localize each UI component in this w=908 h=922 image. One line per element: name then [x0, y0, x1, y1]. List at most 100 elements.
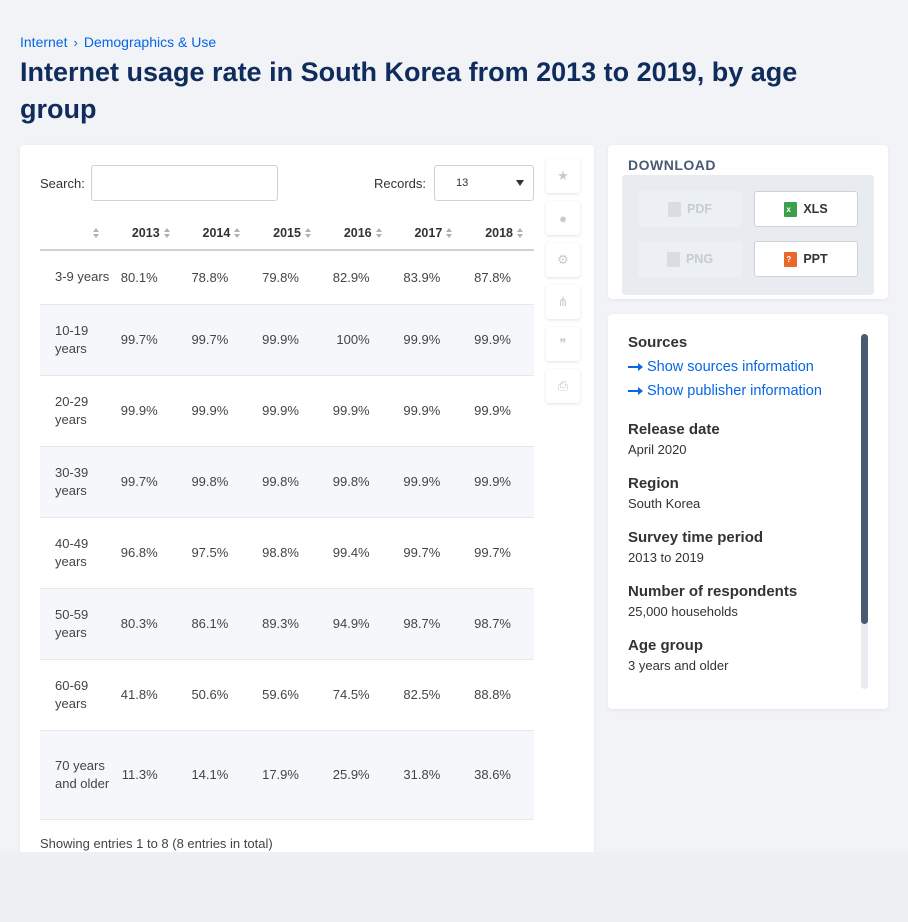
column-header-2013[interactable]: 2013 — [110, 217, 181, 251]
table-row: 20-29 years 99.9% 99.9% 99.9% 99.9% 99.9… — [40, 375, 534, 447]
gear-icon: ⚙ — [557, 252, 569, 267]
table-cell: 94.9% — [321, 588, 393, 660]
table-cell: 83.9% — [392, 250, 464, 305]
download-options: PDF x XLS PNG ? PPT — [622, 175, 874, 295]
table-cell: 17.9% — [251, 730, 322, 820]
table-row: 30-39 years 99.7% 99.8% 99.8% 99.8% 99.9… — [40, 446, 534, 518]
caret-down-icon — [516, 180, 524, 186]
breadcrumb-demographics[interactable]: Demographics & Use — [83, 34, 217, 50]
table-cell: 99.4% — [321, 517, 393, 589]
table-cell: 99.7% — [463, 517, 534, 589]
settings-button[interactable]: ⚙ — [546, 243, 580, 277]
table-cell: 100% — [321, 304, 393, 376]
download-ppt-button[interactable]: ? PPT — [754, 241, 858, 277]
row-label: 60-69 years — [40, 659, 110, 731]
column-header-2017[interactable]: 2017 — [392, 217, 464, 251]
table-row: 70 years and older 11.3% 14.1% 17.9% 25.… — [40, 730, 534, 820]
column-header-2015[interactable]: 2015 — [251, 217, 322, 251]
sort-icon — [163, 228, 171, 239]
breadcrumb-internet[interactable]: Internet — [20, 34, 68, 50]
age-group-label: Age group — [628, 637, 703, 654]
download-xls-button[interactable]: x XLS — [754, 191, 858, 227]
info-scroll-area[interactable]: Sources Show sources information Show pu… — [628, 334, 864, 694]
table-cell: 98.8% — [251, 517, 322, 589]
table-cell: 99.8% — [321, 446, 393, 518]
breadcrumb: Internet › Demographics & Use — [20, 34, 216, 50]
star-icon: ★ — [557, 168, 569, 183]
row-label: 30-39 years — [40, 446, 110, 518]
sort-icon — [375, 228, 383, 239]
favorite-button[interactable]: ★ — [546, 159, 580, 193]
region-label: Region — [628, 475, 679, 492]
table-row: 10-19 years 99.7% 99.7% 99.9% 100% 99.9%… — [40, 304, 534, 376]
survey-period-label: Survey time period — [628, 529, 764, 546]
sort-icon — [517, 228, 524, 239]
share-button[interactable]: ⋔ — [546, 285, 580, 319]
info-card: Sources Show sources information Show pu… — [608, 314, 888, 709]
table-cell: 80.1% — [110, 250, 181, 305]
share-icon: ⋔ — [557, 294, 569, 309]
table-cell: 50.6% — [180, 659, 252, 731]
notify-button[interactable]: ● — [546, 201, 580, 235]
sort-icon — [234, 228, 241, 239]
table-cell: 86.1% — [180, 588, 252, 660]
sort-icon — [304, 228, 312, 239]
records-select[interactable]: 13 — [434, 165, 534, 201]
page-title: Internet usage rate in South Korea from … — [20, 57, 798, 124]
table-cell: 99.7% — [110, 304, 181, 376]
arrow-right-icon — [628, 363, 643, 371]
row-label: 70 years and older — [40, 730, 110, 820]
column-header-2014[interactable]: 2014 — [180, 217, 252, 251]
column-header-2018[interactable]: 2018 — [463, 217, 534, 251]
table-cell: 80.3% — [110, 588, 181, 660]
respondents-label: Number of respondents — [628, 583, 798, 600]
table-cell: 99.9% — [392, 446, 464, 518]
footer-band — [0, 852, 908, 922]
table-cell: 14.1% — [180, 730, 252, 820]
survey-period-value: 2013 to 2019 — [628, 550, 704, 565]
show-publisher-link[interactable]: Show publisher information — [628, 379, 864, 403]
table-row: 60-69 years 41.8% 50.6% 59.6% 74.5% 82.5… — [40, 659, 534, 731]
table-cell: 99.9% — [463, 304, 534, 376]
table-cell: 99.7% — [180, 304, 252, 376]
region-value: South Korea — [628, 496, 701, 511]
cite-button[interactable]: ❞ — [546, 327, 580, 361]
ppt-file-icon: ? — [784, 251, 798, 267]
column-header-label[interactable] — [40, 217, 110, 251]
table-cell: 99.9% — [463, 375, 534, 447]
scrollbar-thumb[interactable] — [861, 334, 868, 624]
table-cell: 82.5% — [392, 659, 464, 731]
table-cell: 99.8% — [180, 446, 252, 518]
row-label: 40-49 years — [40, 517, 110, 589]
table-cell: 98.7% — [392, 588, 464, 660]
row-label: 20-29 years — [40, 375, 110, 447]
show-sources-link[interactable]: Show sources information — [628, 355, 864, 379]
table-cell: 25.9% — [321, 730, 393, 820]
row-label: 50-59 years — [40, 588, 110, 660]
table-cell: 31.8% — [392, 730, 464, 820]
print-button[interactable]: ⎙ — [546, 369, 580, 403]
column-header-2016[interactable]: 2016 — [321, 217, 393, 251]
table-cell: 98.7% — [463, 588, 534, 660]
download-card: DOWNLOAD PDF x XLS PNG ? PPT — [608, 145, 888, 299]
table-cell: 97.5% — [180, 517, 252, 589]
table-cell: 99.9% — [180, 375, 252, 447]
table-cell: 87.8% — [463, 250, 534, 305]
table-cell: 99.9% — [110, 375, 181, 447]
release-date-label: Release date — [628, 421, 720, 438]
table-cell: 99.7% — [392, 517, 464, 589]
table-row: 3-9 years 80.1% 78.8% 79.8% 82.9% 83.9% … — [40, 250, 534, 305]
table-cell: 89.3% — [251, 588, 322, 660]
search-input[interactable] — [91, 165, 278, 201]
table-cell: 99.9% — [251, 375, 322, 447]
download-png-button[interactable]: PNG — [638, 241, 742, 277]
records-label: Records: — [374, 176, 427, 191]
quote-icon: ❞ — [559, 336, 567, 351]
info-scrollbar[interactable] — [861, 334, 868, 689]
download-pdf-button[interactable]: PDF — [638, 191, 742, 227]
table-cell: 41.8% — [110, 659, 181, 731]
age-group-value: 3 years and older — [628, 658, 729, 673]
table-cell: 99.8% — [251, 446, 322, 518]
table-cell: 78.8% — [180, 250, 252, 305]
sort-icon — [446, 228, 453, 239]
